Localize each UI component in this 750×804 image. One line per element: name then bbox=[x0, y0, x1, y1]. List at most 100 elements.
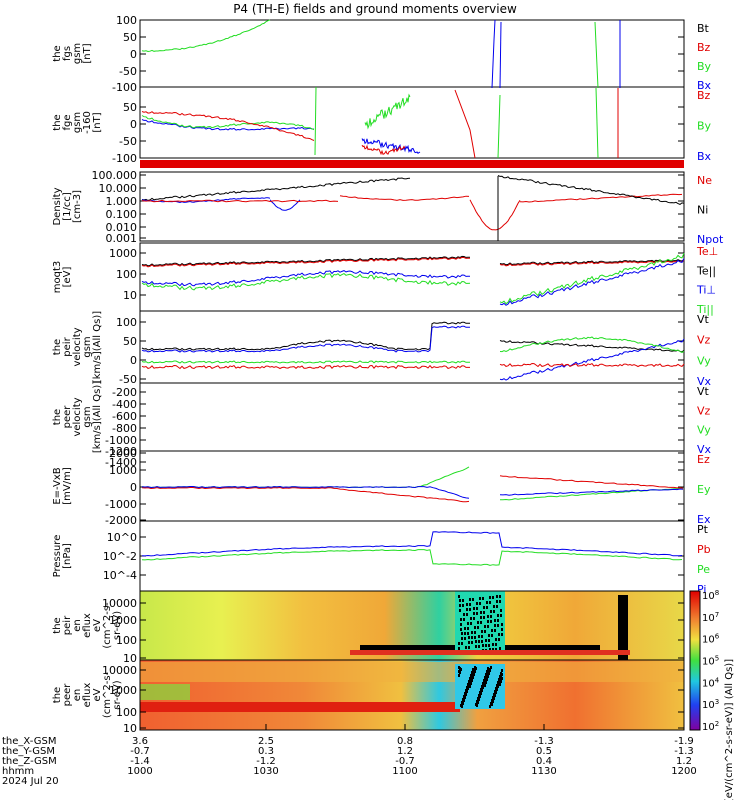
spectrogram-red-band bbox=[140, 702, 460, 712]
y-tick-label: -800 bbox=[112, 422, 137, 435]
separator-stripe bbox=[140, 160, 684, 168]
spectrogram-pixel bbox=[490, 620, 492, 623]
trace-fge-by bbox=[595, 87, 599, 159]
spectrogram-pixel bbox=[460, 668, 462, 671]
legend-entry: Ez bbox=[697, 453, 710, 466]
panel-frame bbox=[139, 659, 685, 731]
y-tick-label: 100 bbox=[116, 268, 137, 281]
y-axis-label: the bbox=[52, 617, 63, 633]
spectrogram-pixel bbox=[476, 612, 478, 615]
spectrogram-pixel bbox=[498, 638, 500, 641]
trace-fgs-bx bbox=[499, 21, 502, 89]
y-tick-label: 0 bbox=[130, 48, 137, 61]
y-tick-label: 0.010 bbox=[106, 221, 138, 234]
legend-entry: Vt bbox=[697, 385, 710, 398]
spectrogram-pixel bbox=[460, 628, 462, 631]
y-tick-label: -50 bbox=[119, 65, 137, 78]
spectrogram-pixel bbox=[480, 616, 482, 619]
panel-temp: 1000 100 10 moqt3 [eV] Te⊥ Te|| Ti⊥ Ti|| bbox=[52, 242, 718, 316]
spectrogram-pixel bbox=[496, 605, 498, 608]
spectrogram-pixel bbox=[479, 597, 481, 600]
date-label: 2024 Jul 20 bbox=[2, 776, 59, 787]
y-axis-label: [cm-3] bbox=[72, 190, 83, 223]
trace-vel-vz bbox=[499, 362, 685, 368]
spectrogram-pixel bbox=[478, 640, 480, 643]
y-axis-label: the bbox=[52, 409, 63, 425]
y-tick-label: 10000 bbox=[102, 664, 137, 677]
y-axis-label: sr-eV) bbox=[112, 611, 123, 640]
trace-pressure-pi bbox=[141, 531, 683, 557]
x-tick-label: 2.5 bbox=[258, 736, 274, 747]
trace-temp-teperp bbox=[499, 259, 685, 267]
spectrogram-pixel bbox=[463, 699, 465, 702]
spectrogram-pixel bbox=[490, 666, 492, 669]
spectrogram-pixel bbox=[496, 688, 498, 691]
spectrogram-pixel bbox=[464, 696, 466, 699]
y-tick-label: 10^-4 bbox=[103, 569, 137, 582]
panel-frame bbox=[139, 171, 685, 242]
legend-entry: Npot bbox=[697, 233, 724, 246]
spectrogram-pixel bbox=[477, 701, 479, 704]
trace-temp-tepar bbox=[141, 255, 470, 267]
x-tick-label: -1.3 bbox=[674, 746, 694, 757]
spectrogram-pixel bbox=[462, 702, 464, 705]
spectrogram-pixel bbox=[497, 624, 499, 627]
y-axis-label: eflux bbox=[82, 683, 93, 708]
spectrogram-pixel bbox=[485, 681, 487, 684]
spectrogram-pixel bbox=[462, 604, 464, 607]
spectrogram-pixel bbox=[458, 647, 460, 650]
y-tick-label: 100 bbox=[116, 14, 137, 27]
legend-entry: Ti⊥ bbox=[696, 284, 716, 297]
spectrogram-pixel bbox=[467, 622, 469, 625]
y-tick-label: 1000 bbox=[109, 247, 137, 260]
trace-fge-by bbox=[314, 86, 317, 156]
spectrogram-black-bar bbox=[618, 595, 628, 660]
y-tick-label: 10.000 bbox=[99, 182, 138, 195]
legend-entry: Pb bbox=[697, 543, 711, 556]
spectrogram-pixel bbox=[488, 634, 490, 637]
trace-density-npot bbox=[269, 199, 301, 211]
y-axis-label: the bbox=[52, 687, 63, 703]
trace-fge-bz bbox=[141, 111, 315, 141]
spectrogram-pixel bbox=[487, 620, 489, 623]
panel-frame bbox=[139, 86, 685, 159]
legend-entry: Pt bbox=[697, 523, 709, 536]
spectrogram-pixel bbox=[495, 638, 497, 641]
y-tick-label: 1000 bbox=[109, 464, 137, 477]
spectrogram-pixel bbox=[500, 614, 502, 617]
x-tick-label: 1200 bbox=[671, 766, 696, 777]
y-axis-label: gsm bbox=[72, 43, 83, 64]
y-axis-label: Pressure bbox=[52, 535, 63, 578]
colorbar-tick-label: 104 bbox=[702, 676, 720, 689]
panel-peir_spec: 10000 1000 100 10 the peir en eflux eV (cm^2-s-sr… bbox=[52, 590, 685, 665]
spectrogram-band bbox=[140, 684, 190, 700]
y-tick-label: 100 bbox=[116, 316, 137, 329]
spectrogram-pixel bbox=[466, 608, 468, 611]
trace-fgs-by bbox=[141, 19, 271, 53]
y-axis-label: velocity bbox=[72, 327, 83, 366]
spectrogram-pixel bbox=[489, 669, 491, 672]
spectrogram-pixel bbox=[492, 648, 494, 651]
y-tick-label: 0 bbox=[130, 481, 137, 494]
legend-entry: Bx bbox=[697, 79, 712, 92]
spectrogram-pixel bbox=[470, 617, 472, 620]
spectrogram-red-band bbox=[350, 650, 630, 655]
x-tick-label: -0.7 bbox=[130, 746, 150, 757]
spectrogram-pixel bbox=[465, 646, 467, 649]
x-row-label: the_Y-GSM bbox=[2, 746, 55, 757]
spectrogram-pixel bbox=[470, 622, 472, 625]
spectrogram-pixel bbox=[458, 674, 460, 677]
colorbar-tick-label: 106 bbox=[702, 633, 720, 646]
y-tick-label: -50 bbox=[119, 373, 137, 386]
colorbar bbox=[689, 590, 701, 731]
x-tick-label: 1130 bbox=[531, 766, 556, 777]
y-tick-label: 50 bbox=[123, 31, 137, 44]
spectrogram-pixel bbox=[486, 601, 488, 604]
trace-fge-by bbox=[141, 115, 315, 131]
y-axis-label: eV bbox=[92, 688, 103, 701]
spectrogram-pixel bbox=[473, 673, 475, 676]
trace-fge-by bbox=[364, 93, 411, 130]
y-tick-label: -1200 bbox=[105, 445, 137, 458]
trace-efield-ey bbox=[141, 466, 470, 489]
panel-frame bbox=[139, 242, 685, 312]
